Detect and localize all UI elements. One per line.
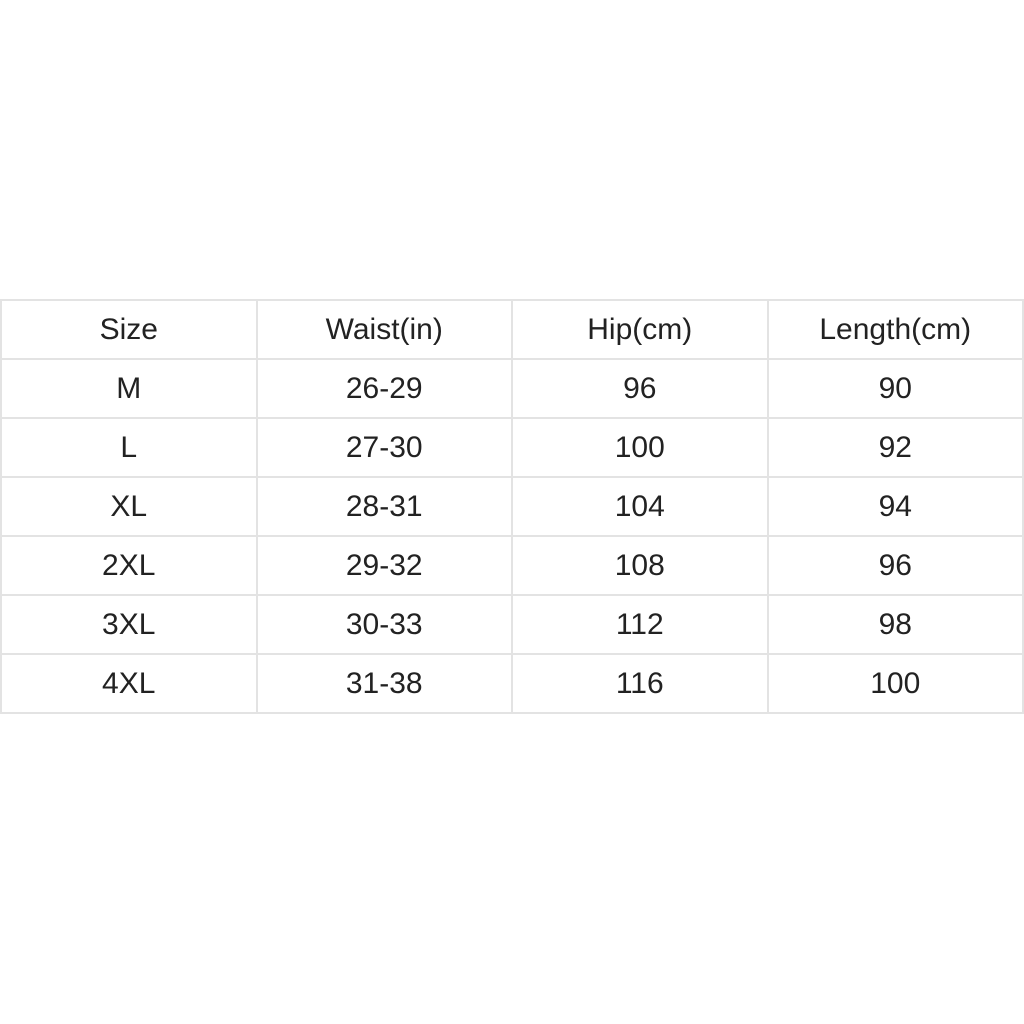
table-cell: 31-38 <box>255 653 513 714</box>
data-row: 4XL 31-38 116 100 <box>0 653 1024 714</box>
table-cell: 29-32 <box>255 535 513 596</box>
table-cell: 96 <box>766 535 1024 596</box>
data-row: 3XL 30-33 112 98 <box>0 594 1024 655</box>
table-cell: 116 <box>511 653 769 714</box>
data-row: M 26-29 96 90 <box>0 358 1024 419</box>
table-cell: 94 <box>766 476 1024 537</box>
table-cell: 2XL <box>0 535 258 596</box>
table-cell: 112 <box>511 594 769 655</box>
table-cell: XL <box>0 476 258 537</box>
table-cell: 100 <box>766 653 1024 714</box>
table-cell: 96 <box>511 358 769 419</box>
table-cell: 100 <box>511 417 769 478</box>
table-cell: 98 <box>766 594 1024 655</box>
size-table: Size Waist(in) Hip(cm) Length(cm) M 26-29 96 90… <box>0 299 1024 714</box>
table-cell: M <box>0 358 258 419</box>
data-row: L 27-30 100 92 <box>0 417 1024 478</box>
table-cell: 108 <box>511 535 769 596</box>
table-cell: 27-30 <box>255 417 513 478</box>
header-cell: Waist(in) <box>255 299 513 360</box>
table-cell: 28-31 <box>255 476 513 537</box>
header-cell: Length(cm) <box>766 299 1024 360</box>
table-cell: 104 <box>511 476 769 537</box>
table-cell: 4XL <box>0 653 258 714</box>
table-cell: 92 <box>766 417 1024 478</box>
table-cell: 3XL <box>0 594 258 655</box>
header-row: Size Waist(in) Hip(cm) Length(cm) <box>0 299 1024 360</box>
data-row: 2XL 29-32 108 96 <box>0 535 1024 596</box>
header-cell: Size <box>0 299 258 360</box>
table-cell: 26-29 <box>255 358 513 419</box>
table-cell: L <box>0 417 258 478</box>
table-cell: 90 <box>766 358 1024 419</box>
table-cell: 30-33 <box>255 594 513 655</box>
data-row: XL 28-31 104 94 <box>0 476 1024 537</box>
header-cell: Hip(cm) <box>511 299 769 360</box>
